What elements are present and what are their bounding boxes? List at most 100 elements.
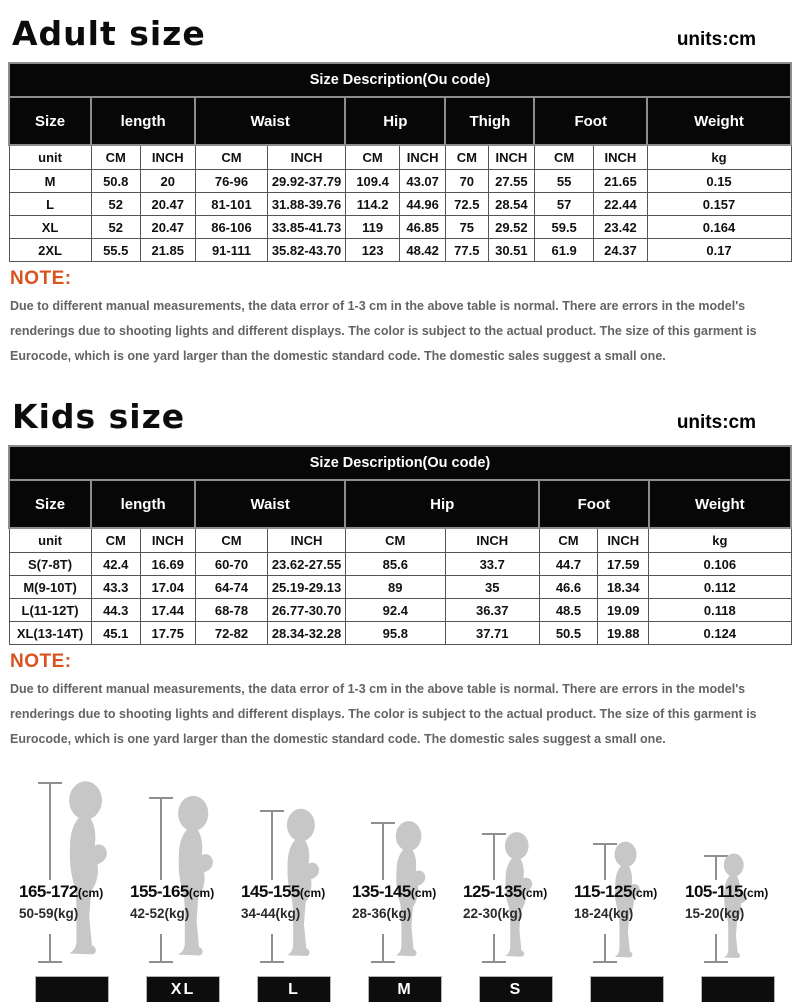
height-range-value: 155-165 bbox=[130, 882, 189, 901]
value-cell: 33.85-41.73 bbox=[267, 215, 346, 239]
value-cell: 72.5 bbox=[444, 192, 489, 216]
value-cell: 35.82-43.70 bbox=[267, 238, 346, 262]
size-figure: 125-135(cm) 22-30(kg) S bbox=[462, 770, 570, 1002]
figure-area: 165-172(cm) 50-59(kg) bbox=[18, 770, 126, 965]
column-group-header: Thigh bbox=[444, 96, 536, 146]
size-figure: 145-155(cm) 34-44(kg) L bbox=[240, 770, 348, 1002]
unit-cell: kg bbox=[648, 527, 792, 553]
value-cell: 43.07 bbox=[399, 169, 446, 193]
weight-range-label: 28-36(kg) bbox=[352, 906, 412, 921]
unit-cell: unit bbox=[8, 144, 92, 170]
height-range-value: 145-155 bbox=[241, 882, 300, 901]
unit-cell: CM bbox=[194, 527, 269, 553]
size-label-box: S bbox=[479, 976, 553, 1002]
adult-section: Adult size units:cm Size Description(Ou … bbox=[0, 0, 800, 369]
kids-title: Kids size bbox=[12, 397, 186, 436]
measure-line-upper bbox=[715, 857, 717, 880]
weight-range-label: 15-20(kg) bbox=[685, 906, 745, 921]
column-group-header: Hip bbox=[344, 479, 541, 529]
size-figure: 155-165(cm) 42-52(kg) XL bbox=[129, 770, 237, 1002]
adult-note: NOTE: Due to different manual measuremen… bbox=[10, 268, 790, 369]
height-unit-label: (cm) bbox=[410, 886, 437, 900]
adult-note-label: NOTE: bbox=[10, 268, 72, 289]
measure-tick-bottom bbox=[482, 961, 506, 963]
table-unit-row: unit CM INCH CM INCH CM INCH CM INCH CM INCH kg bbox=[8, 144, 792, 170]
measure-line-upper bbox=[160, 799, 162, 880]
column-group-header: Weight bbox=[647, 479, 793, 529]
height-unit-label: (cm) bbox=[742, 886, 769, 900]
figure-area: 155-165(cm) 42-52(kg) bbox=[129, 770, 237, 965]
value-cell: 45.1 bbox=[90, 621, 141, 645]
height-range-value: 165-172 bbox=[19, 882, 78, 901]
figure-area: 135-145(cm) 28-36(kg) bbox=[351, 770, 459, 965]
value-cell: 17.04 bbox=[139, 575, 196, 599]
value-cell: 60-70 bbox=[194, 552, 269, 576]
figure-labels: 155-165(cm) 42-52(kg) bbox=[130, 882, 250, 921]
value-cell: 20 bbox=[139, 169, 196, 193]
value-cell: 89 bbox=[344, 575, 446, 599]
size-figure: 115-125(cm) 18-24(kg) bbox=[573, 770, 681, 1002]
figure-area: 115-125(cm) 18-24(kg) bbox=[573, 770, 681, 965]
height-range-label: 135-145(cm) bbox=[352, 882, 472, 902]
kids-title-row: Kids size units:cm bbox=[0, 383, 800, 445]
value-cell: 48.5 bbox=[538, 598, 599, 622]
value-cell: 31.88-39.76 bbox=[267, 192, 346, 216]
measure-line-lower bbox=[271, 934, 273, 961]
table-caption: Size Description(Ou code) bbox=[8, 445, 792, 481]
value-cell: 109.4 bbox=[344, 169, 401, 193]
unit-cell: CM bbox=[344, 527, 446, 553]
value-cell: 36.37 bbox=[444, 598, 540, 622]
measure-line-upper bbox=[604, 845, 606, 880]
value-cell: 77.5 bbox=[444, 238, 489, 262]
height-range-label: 105-115(cm) bbox=[685, 882, 800, 902]
size-guide-figures: 165-172(cm) 50-59(kg) 155-165(cm) 42-52(kg)… bbox=[18, 770, 792, 1002]
height-range-label: 115-125(cm) bbox=[574, 882, 694, 902]
child-silhouette-image bbox=[504, 832, 533, 957]
value-cell: 29.92-37.79 bbox=[267, 169, 346, 193]
value-cell: 33.7 bbox=[444, 552, 540, 576]
value-cell: 37.71 bbox=[444, 621, 540, 645]
unit-cell: CM bbox=[194, 144, 269, 170]
measure-tick-bottom bbox=[149, 961, 173, 963]
child-silhouette-image bbox=[614, 841, 640, 958]
child-silhouette-image bbox=[723, 853, 747, 959]
value-cell: 57 bbox=[533, 192, 595, 216]
size-cell: 2XL bbox=[8, 238, 92, 262]
value-cell: 42.4 bbox=[90, 552, 141, 576]
value-cell: 0.112 bbox=[648, 575, 792, 599]
figure-area: 125-135(cm) 22-30(kg) bbox=[462, 770, 570, 965]
measure-line-lower bbox=[160, 934, 162, 961]
unit-cell: CM bbox=[444, 144, 489, 170]
value-cell: 72-82 bbox=[194, 621, 269, 645]
unit-cell: INCH bbox=[139, 144, 196, 170]
size-figure: 135-145(cm) 28-36(kg) M bbox=[351, 770, 459, 1002]
table-group-header-row: Size length Waist Hip Thigh Foot Weight bbox=[7, 96, 792, 146]
value-cell: 19.09 bbox=[597, 598, 650, 622]
size-figure: 105-115(cm) 15-20(kg) bbox=[684, 770, 792, 1002]
value-cell: 26.77-30.70 bbox=[267, 598, 346, 622]
kids-section: Kids size units:cm Size Description(Ou c… bbox=[0, 383, 800, 752]
value-cell: 55.5 bbox=[90, 238, 141, 262]
unit-cell: CM bbox=[344, 144, 401, 170]
column-group-header: length bbox=[90, 96, 197, 146]
value-cell: 23.42 bbox=[593, 215, 648, 239]
column-group-header: Size bbox=[7, 96, 93, 146]
column-group-header: length bbox=[90, 479, 197, 529]
unit-cell: kg bbox=[646, 144, 792, 170]
value-cell: 24.37 bbox=[593, 238, 648, 262]
height-unit-label: (cm) bbox=[631, 886, 658, 900]
unit-cell: INCH bbox=[487, 144, 535, 170]
value-cell: 21.65 bbox=[593, 169, 648, 193]
column-group-header: Foot bbox=[538, 479, 650, 529]
value-cell: 46.6 bbox=[538, 575, 599, 599]
value-cell: 0.164 bbox=[646, 215, 792, 239]
measure-tick-top bbox=[593, 843, 617, 845]
value-cell: 85.6 bbox=[344, 552, 446, 576]
measure-tick-top bbox=[704, 855, 728, 857]
value-cell: 0.17 bbox=[646, 238, 792, 262]
value-cell: 25.19-29.13 bbox=[267, 575, 346, 599]
measure-line-upper bbox=[271, 812, 273, 880]
height-range-value: 125-135 bbox=[463, 882, 522, 901]
figure-labels: 125-135(cm) 22-30(kg) bbox=[463, 882, 583, 921]
